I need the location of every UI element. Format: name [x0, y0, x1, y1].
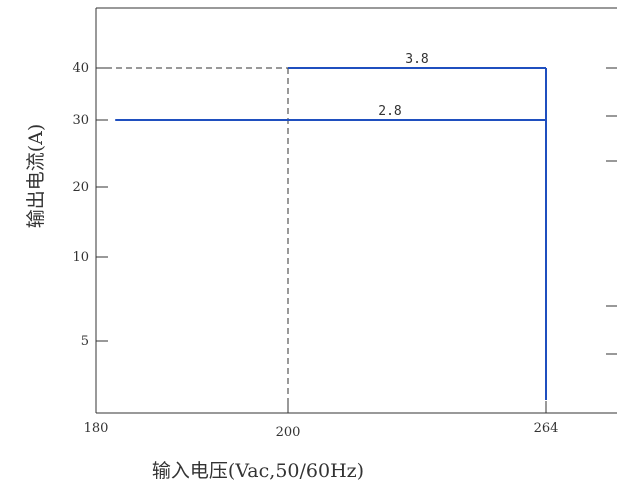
axes — [95, 7, 617, 414]
series-lines — [115, 67, 547, 400]
x-tick-label-264: 264 — [534, 421, 559, 436]
data-label-2: 2.8 — [378, 104, 401, 119]
data-label-1: 3.8 — [405, 52, 428, 67]
y-tick-label-40: 40 — [72, 61, 89, 76]
x-tick-label-200: 200 — [276, 425, 301, 440]
y-tick-label-5: 5 — [81, 334, 89, 349]
reference-lines — [96, 67, 289, 413]
y-axis-ticks: 5 10 20 30 40 — [72, 61, 108, 349]
x-axis-title: 输入电压(Vac,50/60Hz) — [152, 460, 364, 482]
data-labels: 3.8 2.8 — [378, 52, 428, 119]
y-axis-title: 输出电流(A) — [25, 124, 47, 229]
x-axis-ticks: 180 200 264 — [84, 401, 559, 440]
x-tick-label-180: 180 — [84, 421, 109, 436]
y-tick-label-30: 30 — [72, 113, 89, 128]
y-tick-label-10: 10 — [72, 250, 89, 265]
y-tick-label-20: 20 — [72, 180, 89, 195]
right-edge-ticks — [606, 67, 617, 355]
